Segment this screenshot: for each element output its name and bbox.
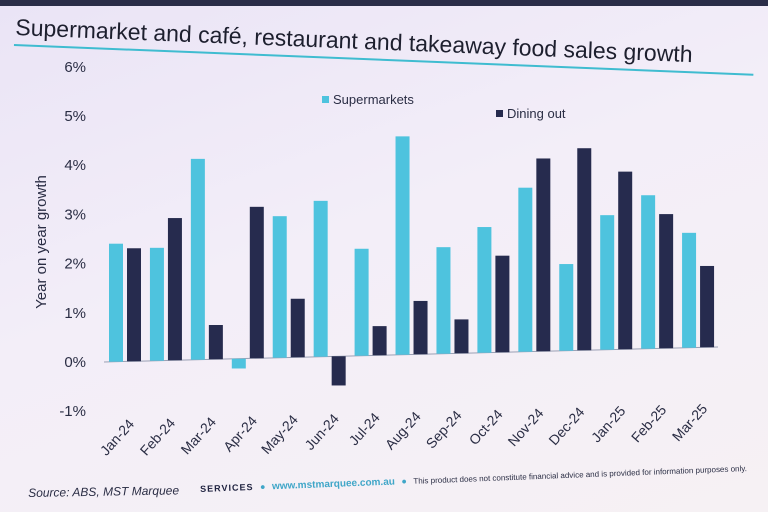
bar-supermarkets (231, 358, 246, 369)
bar-dining-out (413, 300, 428, 355)
y-tick-label: 5% (64, 108, 86, 125)
bar-dining-out (495, 255, 510, 353)
y-tick-label: 0% (64, 354, 86, 371)
bar-supermarkets (436, 247, 451, 354)
x-tick-label: Feb-24 (137, 415, 179, 459)
x-tick-label: Aug-24 (382, 408, 424, 452)
bar-dining-out (536, 158, 551, 352)
x-tick-label: Oct-24 (466, 406, 506, 448)
bar-supermarkets (149, 247, 164, 361)
x-tick-label: Dec-24 (545, 404, 587, 448)
bar-supermarkets (313, 200, 328, 357)
bar-supermarkets (600, 215, 615, 350)
x-tick-label: Sep-24 (423, 407, 465, 451)
bar-supermarkets (641, 195, 656, 349)
x-tick-label: Apr-24 (220, 413, 260, 455)
zero-baseline (103, 346, 719, 363)
bar-dining-out (331, 356, 346, 386)
bar-dining-out (167, 218, 182, 361)
y-tick-label: 4% (64, 157, 86, 174)
y-tick-label: 3% (64, 206, 86, 223)
legend-label: Supermarkets (333, 92, 414, 107)
legend-label: Dining out (507, 106, 566, 121)
x-tick-label: Mar-24 (178, 414, 220, 458)
legend-swatch (496, 110, 503, 117)
x-tick-label: Jan-25 (588, 403, 629, 446)
x-tick-label: Jun-24 (301, 410, 342, 453)
y-tick-label: 2% (64, 256, 86, 273)
y-tick-label: -1% (59, 403, 86, 420)
x-tick-label: Mar-25 (669, 400, 711, 444)
bar-supermarkets (559, 264, 574, 351)
bar-dining-out (249, 206, 264, 359)
bar-supermarkets (190, 158, 205, 360)
footer-brand: SERVICES (200, 481, 254, 494)
bar-dining-out (454, 319, 469, 354)
bar-supermarkets (109, 243, 123, 362)
top-strip (0, 0, 768, 6)
bar-dining-out (659, 214, 674, 349)
bar-supermarkets (477, 227, 492, 353)
bar-supermarkets (518, 187, 533, 352)
bar-dining-out (127, 248, 141, 362)
x-tick-label: Jan-24 (97, 416, 138, 459)
y-tick-label: 6% (64, 59, 86, 76)
footer-bullet-icon: ● (401, 476, 408, 487)
legend-swatch (322, 96, 329, 103)
y-tick-label: 1% (64, 305, 86, 322)
bar-dining-out (208, 325, 223, 360)
source-note: Source: ABS, MST Marquee (28, 483, 180, 500)
footer-bullet-icon: ● (259, 481, 266, 492)
bar-dining-out (577, 148, 592, 351)
bar-supermarkets (682, 232, 697, 348)
bar-dining-out (290, 298, 305, 358)
bar-supermarkets (395, 136, 410, 355)
bar-dining-out (372, 326, 387, 356)
x-tick-label: Jul-24 (345, 409, 383, 448)
y-axis-label: Year on year growth (33, 175, 50, 309)
bar-dining-out (700, 265, 715, 348)
bar-supermarkets (354, 248, 369, 356)
x-tick-label: Feb-25 (628, 402, 670, 446)
x-tick-label: Nov-24 (504, 405, 546, 449)
bar-dining-out (618, 171, 633, 350)
x-tick-label: May-24 (258, 411, 301, 457)
bar-supermarkets (272, 216, 287, 358)
